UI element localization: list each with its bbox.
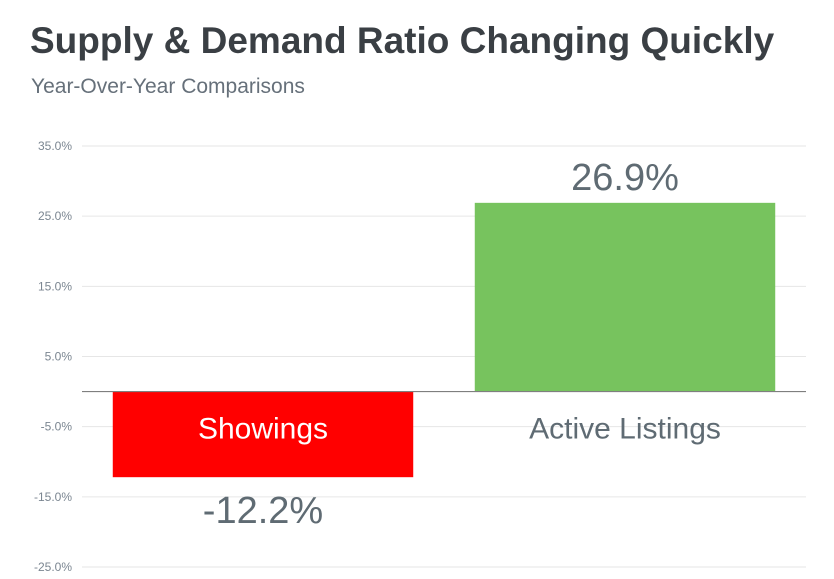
bar-labels: Showings -12.2% Active Listings 26.9% — [198, 157, 721, 532]
bar — [112, 391, 414, 478]
bars — [112, 202, 776, 478]
data-label: -12.2% — [203, 490, 323, 532]
y-tick-label: 5.0% — [45, 350, 73, 364]
y-tick-label: -25.0% — [34, 560, 72, 574]
data-label: 26.9% — [571, 157, 679, 199]
chart-subtitle: Year-Over-Year Comparisons — [31, 75, 305, 98]
chart-title: Supply & Demand Ratio Changing Quickly — [30, 20, 775, 61]
bar — [474, 202, 776, 392]
y-tick-label: -15.0% — [34, 490, 72, 504]
category-label: Active Listings — [529, 413, 721, 446]
y-tick-label: 15.0% — [38, 279, 72, 293]
y-tick-label: 25.0% — [38, 209, 72, 223]
y-tick-label: 35.0% — [38, 139, 72, 153]
category-label: Showings — [198, 413, 328, 446]
y-axis-ticks: 35.0% 25.0% 15.0% 5.0% -5.0% -15.0% -25.0% — [34, 139, 72, 574]
y-tick-label: -5.0% — [41, 420, 73, 434]
